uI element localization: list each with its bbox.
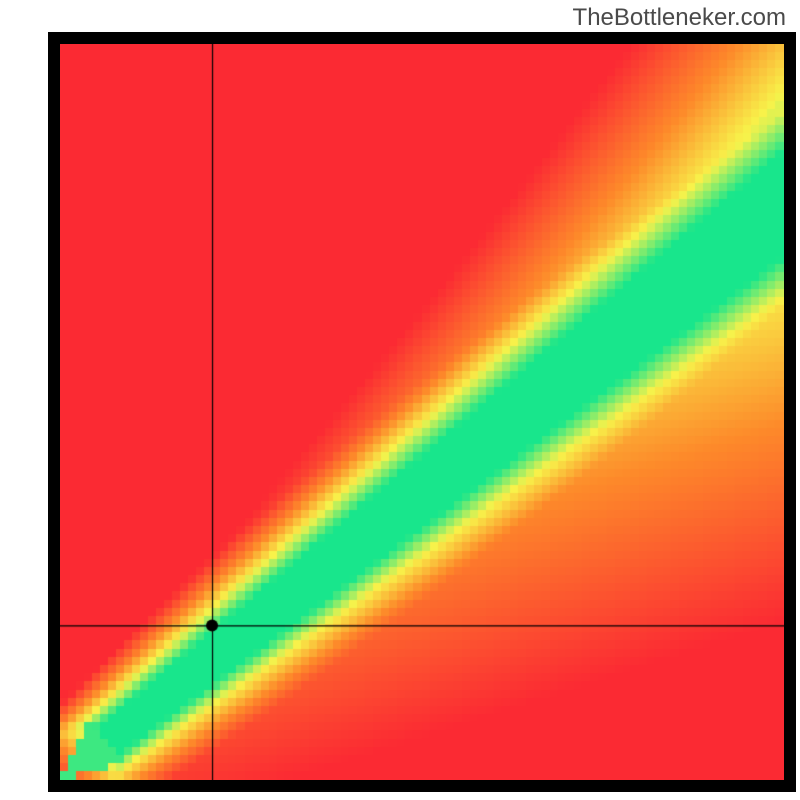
root: TheBottleneker.com	[0, 0, 800, 800]
crosshair-overlay	[60, 44, 784, 780]
attribution-text: TheBottleneker.com	[573, 4, 786, 32]
